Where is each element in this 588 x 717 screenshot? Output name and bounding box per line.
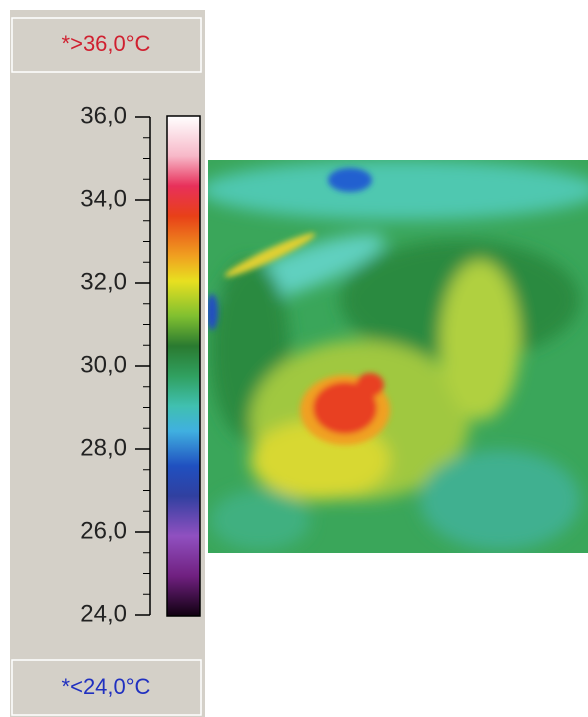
- tick-label: 28,0: [80, 434, 127, 461]
- under-label: *<24,0°C: [62, 674, 151, 699]
- tick-label: 36,0: [80, 102, 127, 129]
- thermal-image: [200, 160, 588, 553]
- tick-label: 30,0: [80, 351, 127, 378]
- thermal-view: *>36,0°C *<24,0°C 36,0 34,0 32,0 30,0 28,0 26…: [0, 0, 588, 717]
- tick-label: 32,0: [80, 268, 127, 295]
- tick-label: 34,0: [80, 185, 127, 212]
- tick-label: 26,0: [80, 517, 127, 544]
- color-bar: [167, 116, 200, 616]
- tick-label: 24,0: [80, 600, 127, 627]
- over-label: *>36,0°C: [62, 31, 151, 56]
- page: {"scale": {"over_label": "*>36,0°C", "un…: [0, 0, 588, 717]
